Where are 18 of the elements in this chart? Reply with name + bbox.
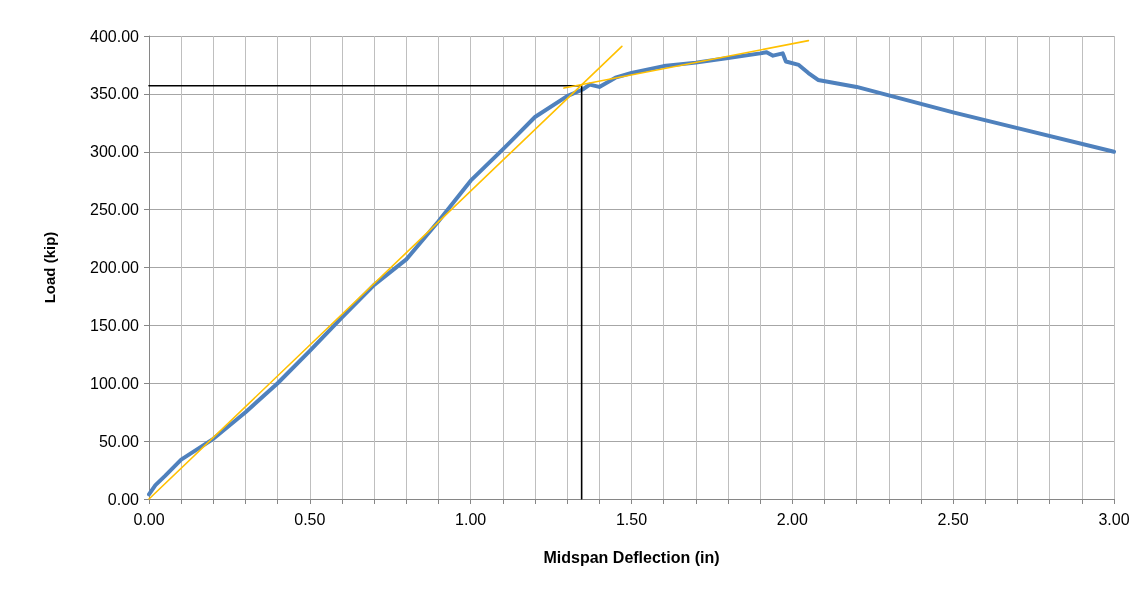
y-tick-label: 150.00: [90, 316, 140, 334]
y-tick-label: 350.00: [90, 85, 140, 103]
x-tick-label: 2.50: [937, 510, 969, 528]
y-axis-title: Load (kip): [41, 231, 58, 304]
y-tick-label: 300.00: [90, 143, 140, 161]
y-tick-label: 100.00: [90, 374, 140, 392]
x-tick-label: 0.00: [133, 510, 165, 528]
x-tick-label: 0.50: [294, 510, 326, 528]
x-tick-label: 2.00: [776, 510, 809, 528]
y-tick-label: 50.00: [98, 432, 140, 450]
y-tick-label: 200.00: [90, 259, 140, 276]
x-tick-label: 3.00: [1098, 510, 1130, 528]
y-tick-label: 0.00: [107, 490, 140, 508]
x-tick-label: 1.00: [455, 510, 487, 528]
x-axis-title: Midspan Deflection (in): [543, 548, 720, 566]
y-tick-label: 250.00: [90, 201, 140, 219]
y-tick-label: 400.00: [90, 27, 140, 45]
x-tick-label: 1.50: [615, 510, 648, 528]
